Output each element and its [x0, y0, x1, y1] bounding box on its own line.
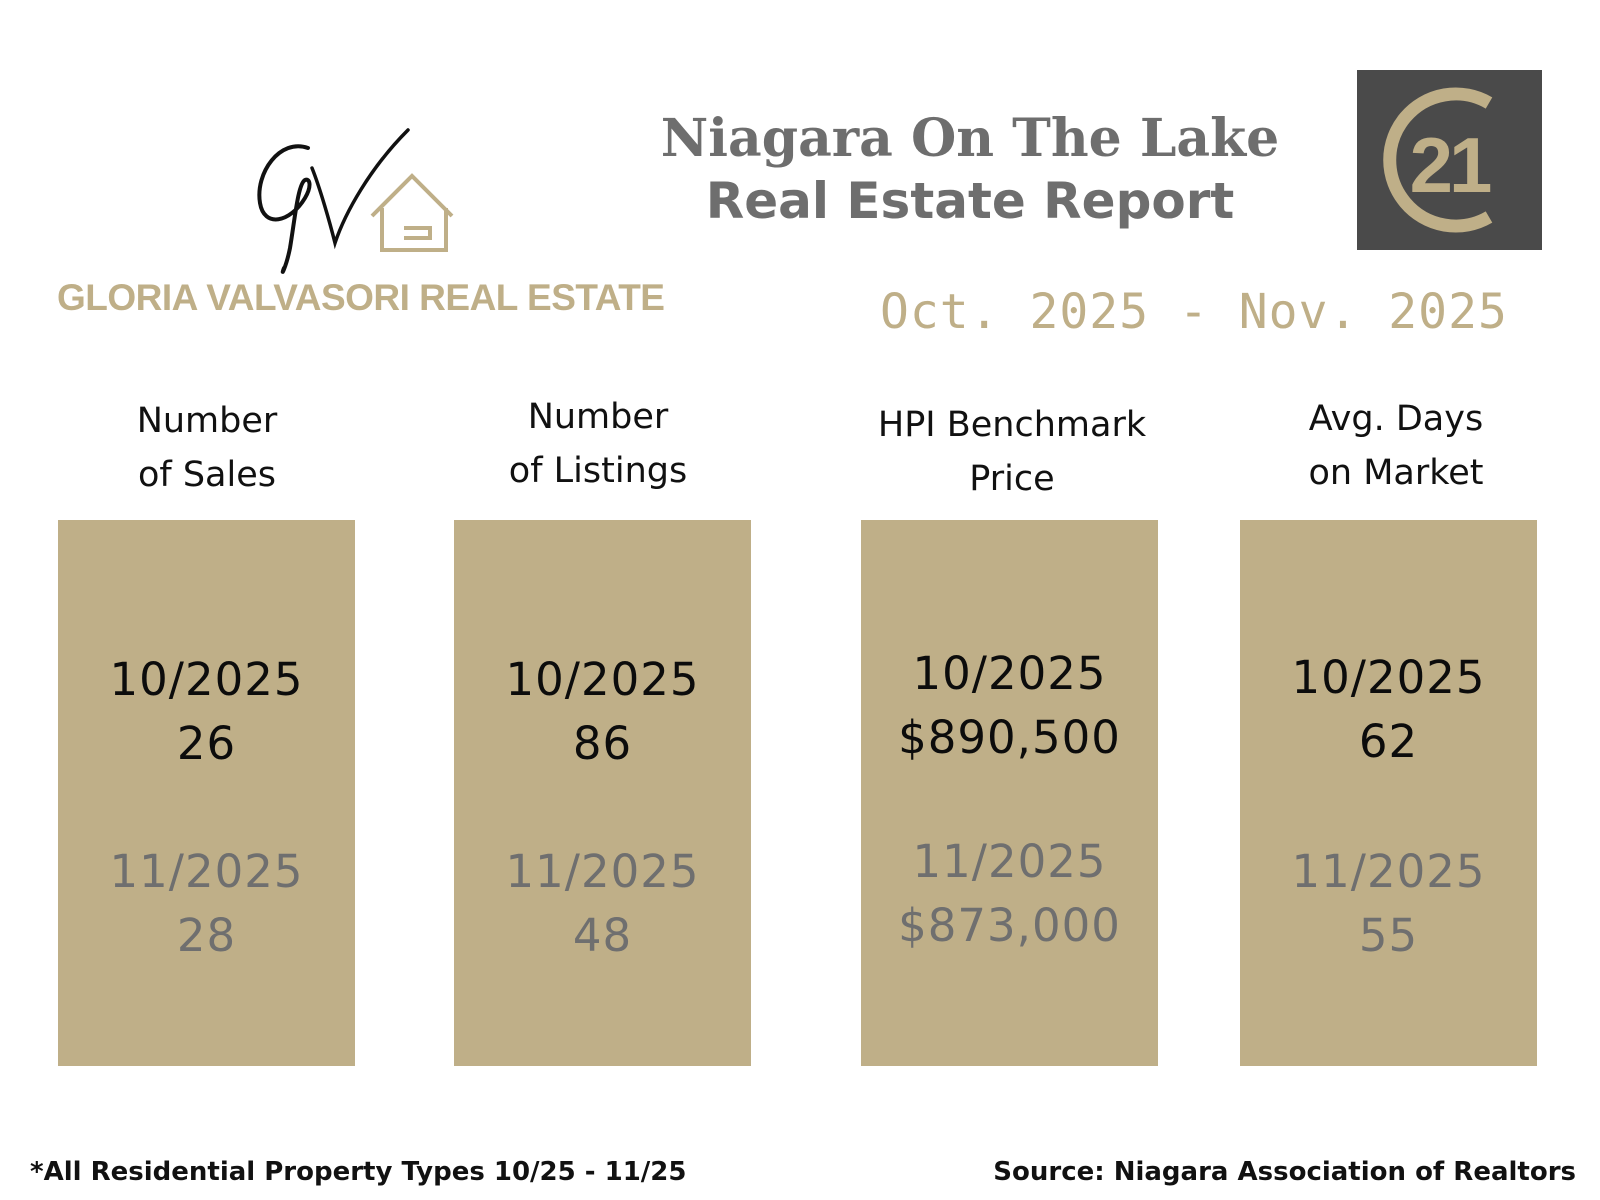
current-period: 10/2025 $890,500 — [861, 642, 1158, 770]
report-subtitle: Real Estate Report — [705, 172, 1235, 230]
gv-house-icon — [257, 128, 454, 274]
century21-logo: 21 — [1357, 70, 1542, 250]
stat-header-line: Avg. Days — [1308, 399, 1484, 439]
stat-header-line: Number — [527, 397, 669, 437]
previous-period: 11/2025 55 — [1240, 840, 1537, 968]
stat-card-hpi: 10/2025 $890,500 11/2025 $873,000 — [861, 520, 1158, 1066]
period-value: 86 — [572, 717, 633, 770]
period-value: 28 — [176, 909, 237, 962]
period-value: $873,000 — [898, 899, 1121, 952]
period-label: 10/2025 — [505, 653, 700, 706]
stat-header-sales: Number of Sales — [47, 394, 367, 502]
period-label: 10/2025 — [1291, 651, 1486, 704]
period-value: 26 — [176, 717, 237, 770]
period-value: 55 — [1358, 909, 1419, 962]
stat-header-line: Number — [136, 401, 278, 441]
stat-card-days: 10/2025 62 11/2025 55 — [1240, 520, 1537, 1066]
stat-header-hpi: HPI Benchmark Price — [852, 398, 1172, 506]
period-label: 11/2025 — [109, 845, 304, 898]
date-range: Oct. 2025 - Nov. 2025 — [880, 284, 1508, 340]
stat-header-listings: Number of Listings — [438, 390, 758, 498]
current-period: 10/2025 86 — [454, 648, 751, 776]
previous-period: 11/2025 48 — [454, 840, 751, 968]
period-value: $890,500 — [898, 711, 1121, 764]
period-label: 11/2025 — [505, 845, 700, 898]
current-period: 10/2025 26 — [58, 648, 355, 776]
century21-number: 21 — [1410, 121, 1491, 209]
stat-header-line: HPI Benchmark — [877, 405, 1147, 445]
stat-header-line: of Listings — [508, 451, 688, 491]
stat-header-line: on Market — [1308, 453, 1484, 493]
stat-header-days: Avg. Days on Market — [1236, 392, 1556, 500]
stat-header-line: of Sales — [137, 455, 277, 495]
report-title: Niagara On The Lake — [660, 108, 1280, 169]
footnote: *All Residential Property Types 10/25 - … — [30, 1157, 687, 1187]
period-label: 10/2025 — [109, 653, 304, 706]
period-value: 48 — [572, 909, 633, 962]
period-label: 11/2025 — [1291, 845, 1486, 898]
stat-card-listings: 10/2025 86 11/2025 48 — [454, 520, 751, 1066]
source-note: Source: Niagara Association of Realtors — [993, 1157, 1576, 1187]
current-period: 10/2025 62 — [1240, 646, 1537, 774]
stat-header-line: Price — [969, 459, 1055, 499]
brand-name: GLORIA VALVASORI REAL ESTATE — [57, 277, 665, 318]
period-label: 10/2025 — [912, 647, 1107, 700]
stat-card-sales: 10/2025 26 11/2025 28 — [58, 520, 355, 1066]
period-label: 11/2025 — [912, 835, 1107, 888]
previous-period: 11/2025 $873,000 — [861, 830, 1158, 958]
period-value: 62 — [1358, 715, 1419, 768]
previous-period: 11/2025 28 — [58, 840, 355, 968]
